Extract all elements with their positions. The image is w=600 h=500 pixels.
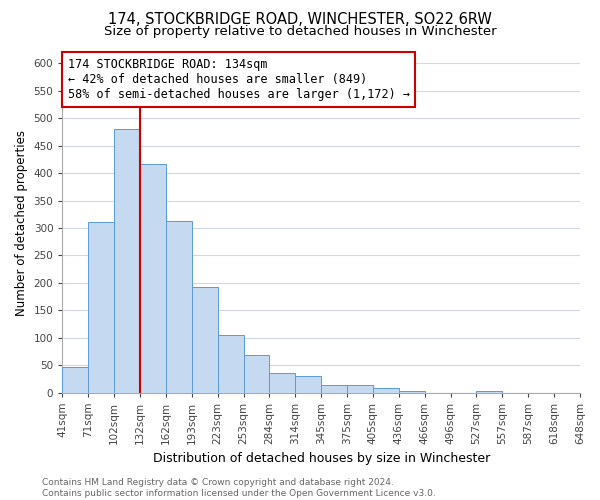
Bar bbox=[166, 221, 192, 392]
Bar bbox=[295, 376, 321, 392]
Text: Contains HM Land Registry data © Crown copyright and database right 2024.
Contai: Contains HM Land Registry data © Crown c… bbox=[42, 478, 436, 498]
Text: 174 STOCKBRIDGE ROAD: 134sqm
← 42% of detached houses are smaller (849)
58% of s: 174 STOCKBRIDGE ROAD: 134sqm ← 42% of de… bbox=[68, 58, 410, 100]
Bar bbox=[347, 385, 373, 392]
Bar bbox=[218, 335, 244, 392]
Bar bbox=[114, 128, 140, 392]
Bar bbox=[88, 222, 114, 392]
Text: Size of property relative to detached houses in Winchester: Size of property relative to detached ho… bbox=[104, 25, 496, 38]
Text: 174, STOCKBRIDGE ROAD, WINCHESTER, SO22 6RW: 174, STOCKBRIDGE ROAD, WINCHESTER, SO22 … bbox=[108, 12, 492, 28]
Bar bbox=[62, 366, 88, 392]
Bar bbox=[321, 385, 347, 392]
Y-axis label: Number of detached properties: Number of detached properties bbox=[15, 130, 28, 316]
Bar bbox=[192, 287, 218, 393]
Bar bbox=[399, 391, 425, 392]
Bar bbox=[373, 388, 399, 392]
X-axis label: Distribution of detached houses by size in Winchester: Distribution of detached houses by size … bbox=[152, 452, 490, 465]
Bar bbox=[244, 354, 269, 393]
Bar bbox=[140, 164, 166, 392]
Bar bbox=[269, 374, 295, 392]
